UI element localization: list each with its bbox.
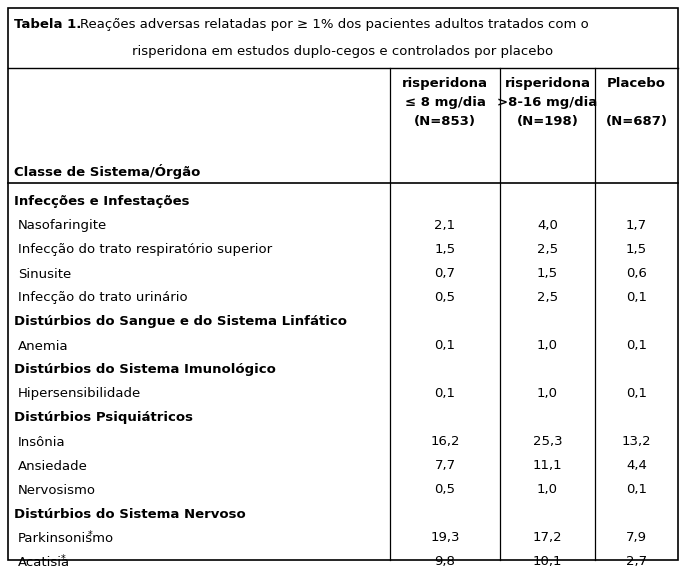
Text: Distúrbios Psiquiátricos: Distúrbios Psiquiátricos xyxy=(14,411,193,424)
Text: Parkinsonismo: Parkinsonismo xyxy=(18,532,114,545)
Text: 0,6: 0,6 xyxy=(626,268,647,281)
Text: 1,0: 1,0 xyxy=(537,340,558,353)
Text: 0,1: 0,1 xyxy=(434,387,456,400)
Text: Distúrbios do Sistema Imunológico: Distúrbios do Sistema Imunológico xyxy=(14,364,276,377)
Text: 4,4: 4,4 xyxy=(626,460,647,473)
Text: 19,3: 19,3 xyxy=(430,532,460,545)
Text: 0,1: 0,1 xyxy=(626,387,647,400)
Text: Classe de Sistema/Órgão: Classe de Sistema/Órgão xyxy=(14,164,200,179)
Text: Nasofaringite: Nasofaringite xyxy=(18,219,107,232)
Text: 25,3: 25,3 xyxy=(533,436,563,449)
Text: Infecções e Infestações: Infecções e Infestações xyxy=(14,195,189,208)
Text: 16,2: 16,2 xyxy=(430,436,460,449)
Text: 2,1: 2,1 xyxy=(434,219,456,232)
Text: 10,1: 10,1 xyxy=(533,556,563,568)
Text: 2,7: 2,7 xyxy=(626,556,647,568)
Text: 0,1: 0,1 xyxy=(626,483,647,496)
Text: Hipersensibilidade: Hipersensibilidade xyxy=(18,387,141,400)
Text: *: * xyxy=(61,554,66,564)
Text: 1,0: 1,0 xyxy=(537,387,558,400)
Text: 1,5: 1,5 xyxy=(537,268,558,281)
Text: 4,0: 4,0 xyxy=(537,219,558,232)
Text: Nervosismo: Nervosismo xyxy=(18,483,96,496)
Text: 0,5: 0,5 xyxy=(434,483,456,496)
Text: Ansiedade: Ansiedade xyxy=(18,460,88,473)
Text: 0,1: 0,1 xyxy=(626,340,647,353)
Text: Infecção do trato urinário: Infecção do trato urinário xyxy=(18,291,188,304)
Text: risperidona em estudos duplo-cegos e controlados por placebo: risperidona em estudos duplo-cegos e con… xyxy=(132,45,554,58)
Text: 2,5: 2,5 xyxy=(537,291,558,304)
Text: Anemia: Anemia xyxy=(18,340,69,353)
Text: 0,1: 0,1 xyxy=(626,291,647,304)
Text: 2,5: 2,5 xyxy=(537,244,558,257)
Text: 1,5: 1,5 xyxy=(626,244,647,257)
Text: Distúrbios do Sangue e do Sistema Linfático: Distúrbios do Sangue e do Sistema Linfát… xyxy=(14,315,347,328)
Text: Placebo
 
(N=687): Placebo (N=687) xyxy=(606,77,667,128)
Text: *: * xyxy=(88,530,93,540)
Text: 0,5: 0,5 xyxy=(434,291,456,304)
Text: 1,7: 1,7 xyxy=(626,219,647,232)
Text: 1,0: 1,0 xyxy=(537,483,558,496)
Text: 13,2: 13,2 xyxy=(622,436,651,449)
Text: 7,9: 7,9 xyxy=(626,532,647,545)
Text: 17,2: 17,2 xyxy=(533,532,563,545)
Text: 0,7: 0,7 xyxy=(434,268,456,281)
Text: 1,5: 1,5 xyxy=(434,244,456,257)
Text: Tabela 1.: Tabela 1. xyxy=(14,18,82,31)
Text: Acatisia: Acatisia xyxy=(18,556,70,568)
Text: Reações adversas relatadas por ≥ 1% dos pacientes adultos tratados com o: Reações adversas relatadas por ≥ 1% do… xyxy=(80,18,589,31)
Text: 7,7: 7,7 xyxy=(434,460,456,473)
Text: 11,1: 11,1 xyxy=(533,460,563,473)
Text: Infecção do trato respiratório superior: Infecção do trato respiratório superior xyxy=(18,244,272,257)
Text: 9,8: 9,8 xyxy=(434,556,456,568)
Text: 0,1: 0,1 xyxy=(434,340,456,353)
Text: Insônia: Insônia xyxy=(18,436,66,449)
Text: risperidona
>8-16 mg/dia
(N=198): risperidona >8-16 mg/dia (N=198) xyxy=(497,77,598,128)
Text: Distúrbios do Sistema Nervoso: Distúrbios do Sistema Nervoso xyxy=(14,507,246,520)
Text: Sinusite: Sinusite xyxy=(18,268,71,281)
Text: risperidona
≤ 8 mg/dia
(N=853): risperidona ≤ 8 mg/dia (N=853) xyxy=(402,77,488,128)
